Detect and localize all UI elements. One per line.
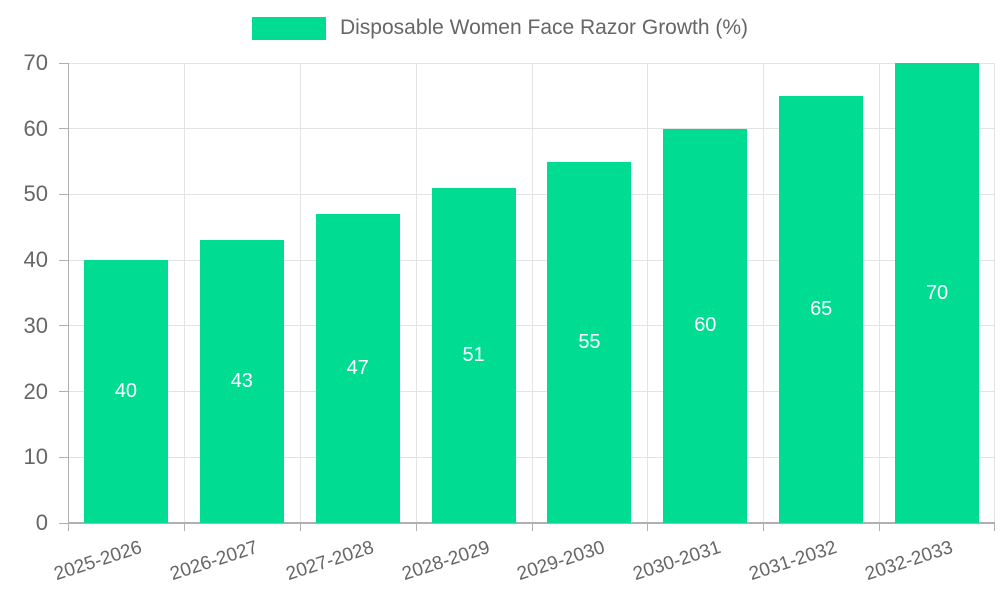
x-tick-mark [879,523,881,531]
y-tick-mark [59,62,68,64]
bar-value-label: 51 [462,343,485,366]
bar[interactable]: 43 [199,240,284,523]
y-tick-label: 0 [35,510,48,535]
x-gridline [763,63,765,523]
x-tick-label: 2026-2027 [167,537,261,586]
x-gridline [183,63,185,523]
bar-value-label: 60 [694,314,717,337]
bar[interactable]: 60 [663,128,748,523]
x-tick-label: 2032-2033 [862,537,956,586]
x-gridline [879,63,881,523]
bar[interactable]: 51 [431,187,516,523]
x-tick-label: 2027-2028 [283,537,377,586]
y-tick-label: 30 [23,312,48,338]
bar-value-label: 47 [346,357,369,380]
x-axis [68,522,995,524]
bar-value-label: 70 [925,281,949,304]
x-gridline [415,63,417,523]
bar-value-label: 43 [230,370,253,393]
x-tick-mark [415,523,417,531]
legend-swatch-icon [251,16,326,40]
bar-value-label: 55 [578,330,601,353]
bar[interactable]: 47 [315,214,400,523]
x-tick-mark [183,523,185,531]
x-tick-label: 2029-2030 [515,537,608,586]
y-tick-label: 70 [23,50,48,75]
y-tick-mark [59,128,68,130]
y-tick-label: 40 [23,247,48,273]
x-tick-mark [531,523,533,531]
x-gridline [299,63,301,523]
y-tick-label: 60 [23,115,48,141]
y-axis [68,63,69,523]
bar-value-label: 65 [810,297,833,320]
bar[interactable]: 40 [83,260,168,523]
x-tick-mark [299,523,301,531]
x-tick-mark [647,523,649,531]
x-tick-label: 2028-2029 [399,537,493,586]
bar[interactable]: 65 [779,95,864,523]
y-tick-mark [59,259,68,261]
y-tick-mark [59,325,68,327]
x-gridline [647,63,649,523]
legend-item[interactable]: Disposable Women Face Razor Growth (%) [251,16,749,40]
x-tick-label: 2025-2026 [51,537,145,586]
legend-label: Disposable Women Face Razor Growth (%) [339,16,749,39]
x-gridline [994,63,995,523]
plot-area: 0 10 20 30 40 50 60 70 40 2025-2026 43 2026-2027 47 2… [24,51,995,585]
y-tick-label: 50 [23,181,48,207]
x-tick-mark [994,523,995,531]
y-tick-label: 20 [23,378,48,404]
x-tick-label: 2030-2031 [630,537,724,586]
bar[interactable]: 70 [895,63,980,523]
y-tick-mark [59,193,68,195]
bar-value-label: 40 [114,380,138,403]
x-tick-mark [68,523,69,531]
y-tick-mark [59,391,68,393]
y-tick-mark [59,456,68,458]
y-tick-mark [59,522,68,524]
x-gridline [531,63,533,523]
legend: Disposable Women Face Razor Growth (%) [0,16,1000,40]
y-tick-label: 10 [23,444,48,470]
x-tick-mark [763,523,765,531]
x-tick-label: 2031-2032 [746,537,840,586]
bar[interactable]: 55 [547,161,632,523]
